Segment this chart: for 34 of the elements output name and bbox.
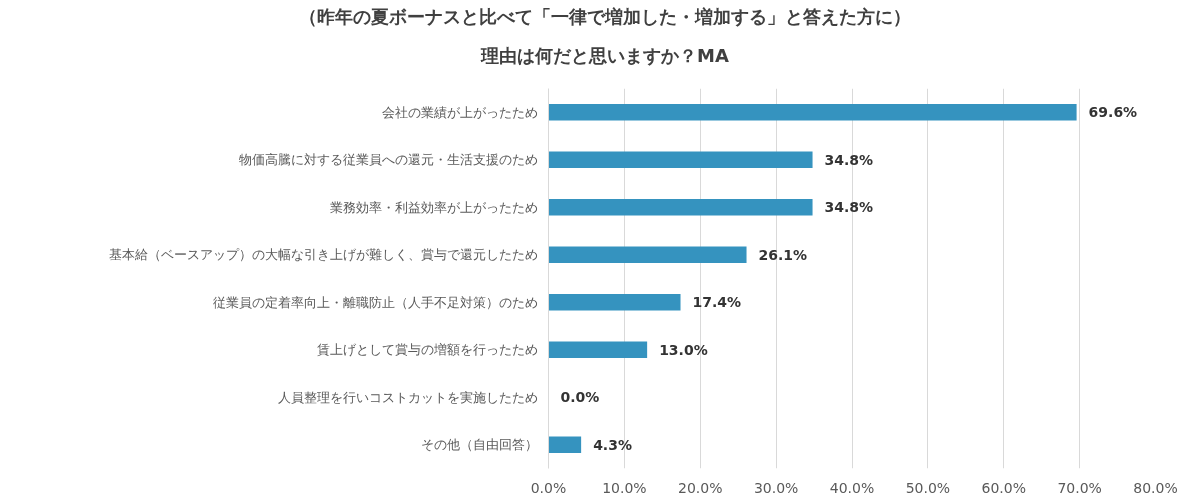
x-tick-label: 80.0% [1133, 479, 1178, 496]
data-label: 26.1% [758, 246, 808, 263]
data-label: 13.0% [659, 341, 708, 358]
data-label: 34.8% [824, 199, 874, 216]
data-label: 0.0% [560, 389, 600, 406]
chart-subtitle: 理由は何だと思いますか？MA [481, 44, 729, 68]
y-tick-label: 業務効率・利益効率が上がったため [329, 199, 538, 215]
x-tick-label: 50.0% [905, 479, 951, 496]
y-tick-label: その他（自由回答） [420, 437, 538, 453]
x-tick-label: 60.0% [981, 479, 1026, 496]
x-tick-label: 40.0% [829, 479, 875, 496]
bar [548, 293, 681, 311]
x-tick-label: 0.0% [530, 479, 567, 496]
data-label: 34.8% [824, 151, 874, 168]
chart-title: （昨年の夏ボーナスと比べて「一律で増加した・増加する」と答えた方に） [299, 5, 911, 29]
data-label: 4.3% [593, 436, 632, 453]
bar [548, 246, 747, 264]
bar [548, 436, 582, 454]
y-tick-label: 人員整理を行いコストカットを実施したため [277, 389, 538, 405]
x-tick-label: 30.0% [753, 479, 799, 496]
x-tick-label: 20.0% [678, 479, 723, 496]
y-tick-label: 従業員の定着率向上・離職防止（人手不足対策）のため [212, 294, 538, 310]
y-tick-label: 賃上げとして賞与の増額を行ったため [316, 342, 538, 358]
bar [548, 103, 1077, 121]
y-tick-label: 会社の業績が上がったため [381, 104, 538, 120]
bar [548, 341, 648, 359]
bar [548, 151, 813, 169]
y-tick-label: 物価高騰に対する従業員への還元・生活支援のため [238, 152, 538, 168]
x-tick-label: 10.0% [602, 479, 647, 496]
data-label: 17.4% [692, 294, 742, 311]
bar [548, 198, 813, 216]
y-tick-label: 基本給（ベースアップ）の大幅な引き上げが難しく、賞与で還元したため [108, 247, 538, 263]
x-tick-label: 70.0% [1057, 479, 1102, 496]
data-label: 69.6% [1088, 104, 1138, 121]
